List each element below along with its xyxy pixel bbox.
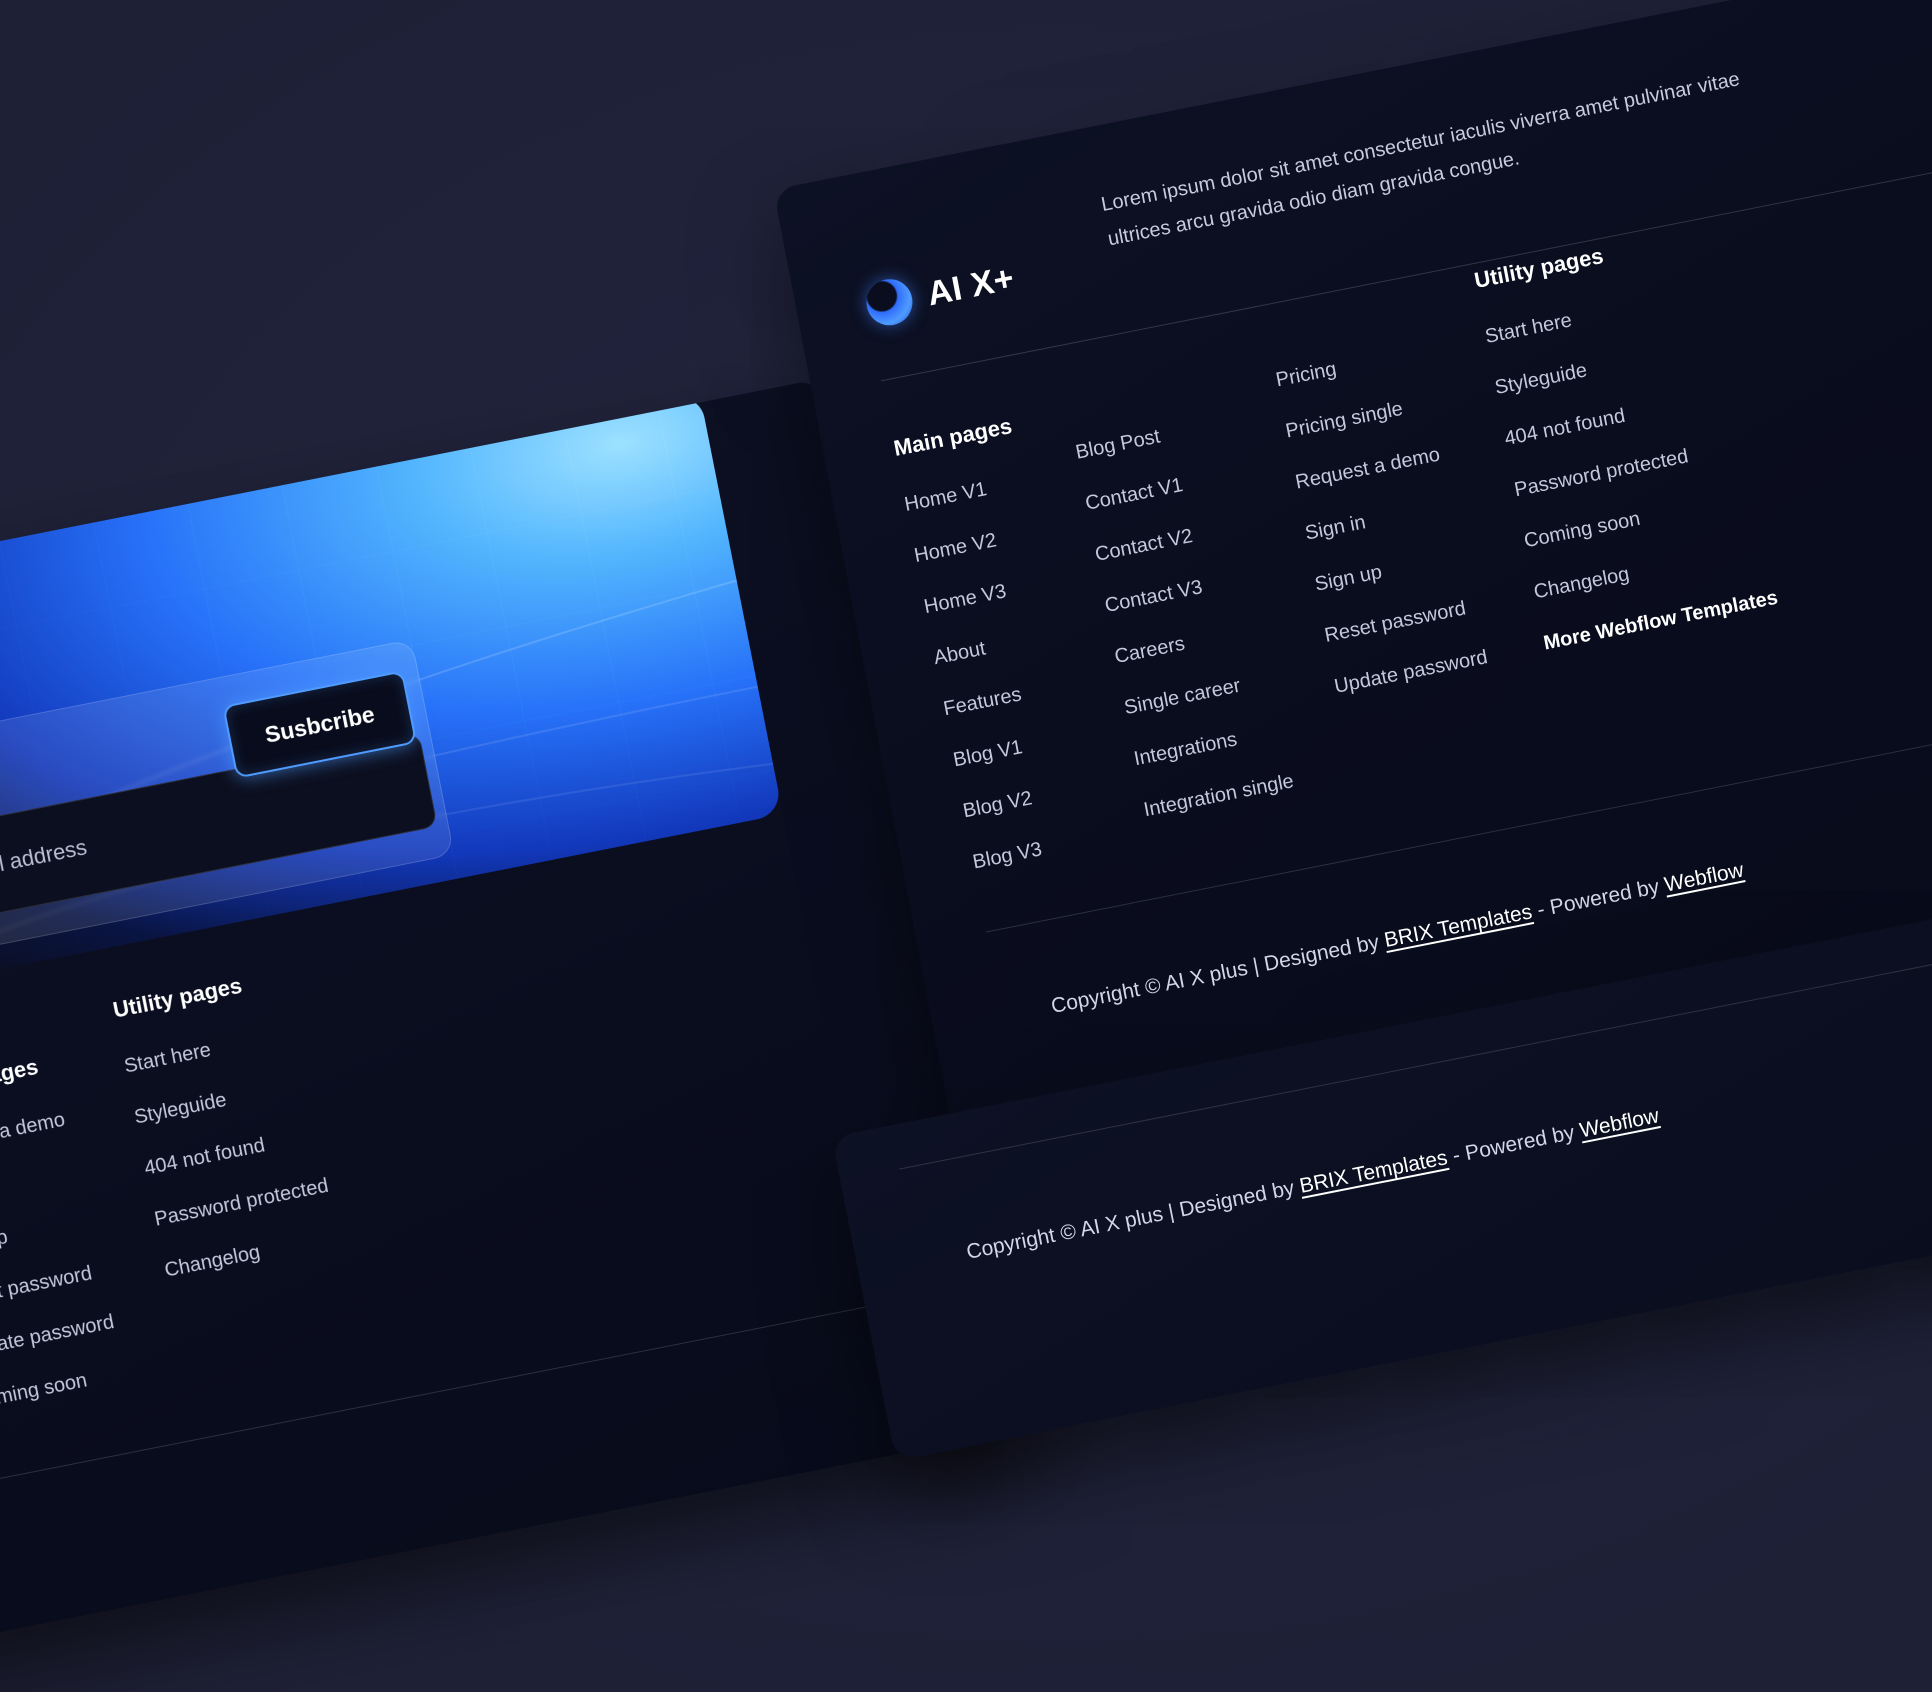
footer-link[interactable]: Pricing single [1283,397,1405,443]
footer-link-more-templates[interactable]: More Webflow Templates [1541,586,1780,655]
footer-link[interactable]: Coming soon [1522,507,1643,553]
footer-link[interactable]: Home V3 [922,580,1009,619]
footer-link[interactable]: Sign up [0,1226,10,1261]
footer-link[interactable]: Changelog [1532,562,1632,604]
footer-link[interactable]: Integrations [1132,728,1239,771]
footer-link[interactable]: Features [941,683,1024,721]
footer-column-title: Main pages [891,413,1014,461]
footer-link[interactable]: 404 not found [142,1134,267,1180]
footer-copyright-bottom: Copyright © AI X plus | Designed by BRIX… [964,1104,1661,1265]
email-input-placeholder: Enter your email address [0,834,89,906]
footer-link[interactable]: Start here [122,1039,213,1078]
subscribe-button-label: Susbcribe [262,700,377,748]
footer-link[interactable]: Blog Post [1073,425,1162,464]
copyright-prefix: Copyright © AI X plus | Designed by [964,1175,1303,1264]
footer-link[interactable]: Start here [1483,309,1574,348]
footer-column-pricing-pages: Pricing Pricing single Request a demo Si… [1274,341,1514,829]
footer-link[interactable]: Pricing [1274,357,1339,392]
footer-column-utility-a: Utility pages Request a demo Sign in Sig… [0,1049,132,1444]
footer-link[interactable]: Update password [0,1311,116,1363]
brix-templates-link[interactable]: BRIX Templates [1297,1146,1450,1198]
footer-link[interactable]: Update password [1332,646,1490,698]
footer-link[interactable]: Styleguide [1493,359,1589,400]
footer-link[interactable]: Integration single [1141,770,1296,822]
footer-column-title: Utility pages [1472,243,1606,293]
footer-column-utility-b: Utility pages Start here Styleguide 404 … [111,964,364,1402]
footer-link[interactable]: Blog V2 [961,787,1035,823]
footer-card-left: Enter your email address Susbcribe t a d… [0,378,1027,1658]
footer-link[interactable]: Single career [1122,674,1243,720]
footer-link[interactable]: Sign up [1313,560,1384,596]
footer-column-title: Utility pages [110,972,245,1023]
footer-link[interactable]: 404 not found [1502,404,1627,451]
footer-link[interactable]: Contact V2 [1093,525,1195,566]
footer-link[interactable]: Reset password [1322,597,1468,647]
footer-link[interactable]: Home V1 [902,478,989,516]
footer-link[interactable]: About [931,637,988,670]
footer-link[interactable]: Sign in [1303,511,1368,545]
brand-logo[interactable]: AI X+ [862,255,1018,330]
footer-link[interactable]: Careers [1112,632,1187,669]
webflow-link[interactable]: Webflow [1577,1104,1661,1143]
footer-link[interactable]: Password protected [1512,445,1691,502]
footer-link[interactable]: Changelog [162,1241,262,1282]
footer-column-title: Utility pages [0,1053,41,1104]
brand-name: AI X+ [924,258,1018,313]
footer-link[interactable]: Coming soon [0,1369,89,1414]
footer-link[interactable]: Blog V1 [951,736,1025,772]
footer-column-utility-pages: Utility pages Start here Styleguide 404 … [1472,222,1805,787]
footer-link[interactable]: Sign in [0,1159,85,1209]
footer-link[interactable]: Contact V1 [1083,473,1185,515]
footer-link[interactable]: Reset password [0,1262,94,1312]
footer-link[interactable]: Styleguide [132,1088,229,1129]
footer-link[interactable]: Request a demo [0,1108,67,1159]
footer-column-blog-pages: Blog Post Contact V1 Contact V2 Contact … [1074,414,1305,870]
footer-link[interactable]: Blog V3 [970,838,1044,874]
footer-link[interactable]: Home V2 [912,529,999,568]
ring-logo-icon [862,275,917,330]
footer-link[interactable]: Contact V3 [1103,576,1205,617]
footer-link[interactable]: Password protected [152,1174,331,1231]
footer-link[interactable]: Request a demo [1293,443,1442,494]
footer-column-main-pages: Main pages Home V1 Home V2 Home V3 About… [892,413,1099,904]
copyright-middle: - Powered by [1444,1119,1583,1169]
